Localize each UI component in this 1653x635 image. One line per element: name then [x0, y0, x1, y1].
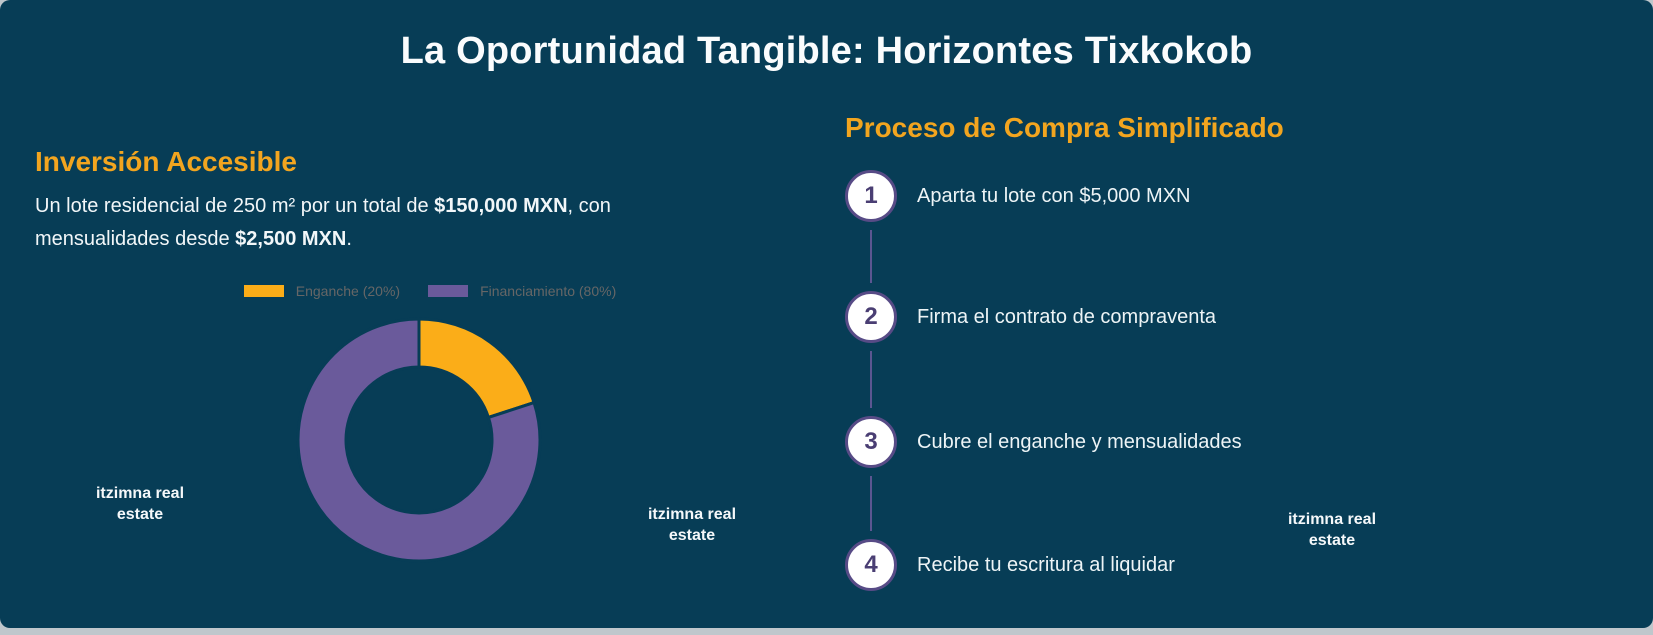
page-title: La Oportunidad Tangible: Horizontes Tixk…: [400, 30, 1253, 72]
paragraph-segment: , con mensualidades desde: [35, 195, 611, 250]
legend-swatch-enganche: [243, 285, 284, 297]
step-label-1: Aparta tu lote con $5,000 MXN: [917, 184, 1191, 207]
step-row-1: 1 Aparta tu lote con $5,000 MXN: [845, 170, 1191, 222]
step-connector-line: [870, 351, 872, 408]
legend-item-financiamiento[interactable]: Financiamiento (80%): [428, 283, 616, 299]
chart-legend: Enganche (20%) Financiamiento (80%): [240, 283, 620, 299]
watermark-text: itzimna real estate: [95, 485, 185, 523]
step-number-badge-4: 4: [845, 539, 897, 591]
paragraph-segment-price-total: $150,000 MXN: [434, 195, 568, 217]
step-number-badge-2: 2: [845, 291, 897, 343]
right-section-heading: Proceso de Compra Simplificado: [845, 112, 1284, 143]
legend-item-enganche[interactable]: Enganche (20%): [243, 283, 401, 299]
watermark-text: itzimna real estate: [647, 506, 737, 544]
paragraph-segment: .: [346, 228, 352, 250]
watermark-text: itzimna real estate: [1287, 511, 1377, 549]
step-connector-line: [870, 476, 872, 531]
step-number-badge-3: 3: [845, 416, 897, 468]
step-label-2: Firma el contrato de compraventa: [917, 305, 1217, 328]
paragraph-segment-price-monthly: $2,500 MXN: [235, 228, 347, 250]
donut-slice-enganche[interactable]: [417, 317, 536, 419]
step-label-3: Cubre el enganche y mensualidades: [917, 430, 1242, 453]
legend-swatch-financiamiento: [428, 285, 469, 297]
step-row-3: 3 Cubre el enganche y mensualidades: [845, 416, 1242, 468]
step-row-4: 4 Recibe tu escritura al liquidar: [845, 539, 1175, 591]
legend-label-enganche: Enganche (20%): [295, 283, 401, 299]
left-section-heading: Inversión Accesible: [35, 146, 297, 177]
donut-slice-financiamiento[interactable]: [296, 317, 542, 563]
intro-paragraph: Un lote residencial de 250 m² por un tot…: [35, 190, 745, 256]
step-label-4: Recibe tu escritura al liquidar: [917, 553, 1175, 576]
paragraph-segment: Un lote residencial de 250 m² por un tot…: [35, 195, 435, 217]
legend-label-financiamiento: Financiamiento (80%): [480, 283, 617, 299]
step-connector-line: [870, 230, 872, 283]
step-number-badge-1: 1: [845, 170, 897, 222]
donut-chart[interactable]: [295, 316, 543, 564]
step-row-2: 2 Firma el contrato de compraventa: [845, 291, 1216, 343]
